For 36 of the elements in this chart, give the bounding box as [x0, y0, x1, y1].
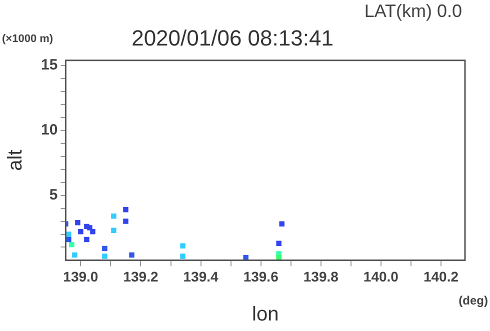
point: [75, 220, 80, 226]
x-tick-label: 139.8: [303, 268, 339, 284]
y-tick-label: 5: [49, 186, 58, 204]
x-tick-label: 139.2: [123, 268, 158, 284]
text: LAT(km) 0.0: [364, 0, 462, 21]
y-tick-label: 15: [40, 56, 58, 74]
point: [276, 240, 282, 246]
text: (×1000 m): [2, 33, 54, 46]
chart-title: 2020/01/06 08:13:41: [132, 25, 334, 50]
point: [111, 228, 116, 233]
point: [84, 224, 90, 230]
point: [69, 242, 74, 248]
x-tick-label: 140.2: [423, 268, 459, 284]
x-tick-label: 139.0: [63, 268, 98, 284]
point: [90, 229, 96, 234]
point: [180, 243, 186, 249]
point: [84, 236, 90, 242]
point: [111, 213, 116, 219]
point: [78, 229, 84, 234]
point: [102, 254, 108, 259]
x-tick-label: 139.4: [183, 268, 219, 284]
x-tick-label: 140.0: [363, 268, 399, 284]
point: [180, 254, 186, 259]
point: [72, 252, 78, 258]
point: [123, 218, 128, 224]
point: [279, 221, 284, 226]
point: [129, 252, 134, 258]
x-axis-title: lon: [252, 304, 279, 326]
point: [66, 236, 72, 242]
text: (deg): [458, 293, 488, 308]
y-axis-title: alt: [4, 149, 27, 171]
x-tick-label: 139.6: [243, 268, 279, 284]
y-tick-label: 10: [40, 122, 58, 139]
point: [66, 232, 72, 237]
point: [123, 206, 128, 212]
point: [102, 246, 108, 252]
